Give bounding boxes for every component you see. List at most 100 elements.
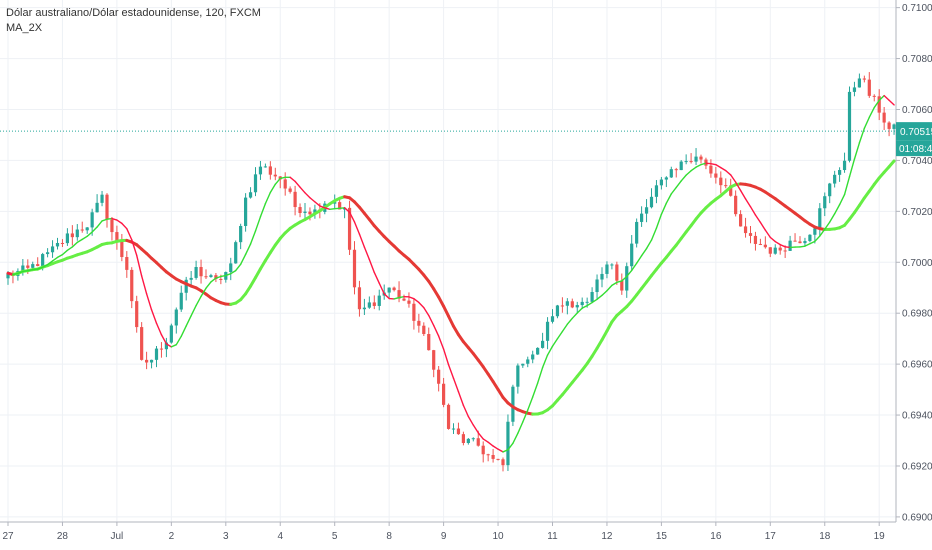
ma-fast-segment: [829, 213, 836, 223]
candle: [95, 194, 99, 213]
candle: [684, 154, 688, 165]
candle: [481, 441, 485, 463]
ma-fast-segment: [799, 245, 806, 248]
ma-fast-segment: [244, 243, 252, 256]
candle-body: [273, 174, 277, 177]
ma-slow-segment: [249, 276, 257, 288]
ma-fast-segment: [858, 127, 866, 144]
candle: [239, 223, 243, 250]
candle: [85, 227, 89, 234]
candle: [882, 107, 886, 131]
candle: [125, 251, 129, 278]
candle: [135, 295, 139, 333]
candle: [244, 193, 248, 232]
ma-fast-segment: [175, 335, 182, 346]
candle-body: [734, 195, 738, 215]
ma-slow-segment: [432, 287, 441, 299]
candle: [288, 186, 292, 194]
candle: [31, 261, 35, 270]
candle-body: [174, 309, 178, 326]
candle-body: [833, 174, 837, 184]
candle: [446, 403, 451, 430]
ma-fast-segment: [51, 256, 59, 262]
candle-body: [892, 124, 896, 129]
ma-fast-segment: [596, 294, 603, 301]
candle-body: [313, 209, 317, 215]
ma-fast-segment: [730, 174, 737, 183]
candle: [199, 259, 203, 284]
candle-body: [838, 170, 842, 175]
ma-fast-segment: [12, 272, 19, 276]
time-tick-label: Jul: [111, 531, 124, 542]
indicator-label[interactable]: MA_2X: [6, 22, 43, 34]
candle: [422, 322, 426, 336]
candle-body: [248, 192, 253, 198]
candle-body: [50, 246, 55, 253]
candle: [506, 414, 510, 471]
candle-body: [46, 252, 50, 255]
ma-fast-segment: [225, 273, 232, 277]
ma-fast-segment: [467, 415, 474, 426]
ma-fast-segment: [779, 243, 786, 248]
time-tick-label: 3: [223, 531, 229, 542]
candle: [149, 359, 154, 369]
ma-fast-segment: [254, 216, 262, 232]
ma-fast-segment: [566, 317, 573, 325]
candle-body: [229, 263, 233, 273]
candle: [174, 307, 178, 334]
ma-fast-segment: [804, 243, 811, 247]
ma-fast-segment: [739, 189, 747, 200]
candle: [80, 221, 84, 233]
ma-fast-segment: [660, 202, 668, 215]
candle-body: [140, 327, 144, 360]
symbol-title[interactable]: Dólar australiano/Dólar estadounidense, …: [6, 7, 261, 19]
ma-fast-segment: [348, 211, 356, 223]
candle: [862, 75, 866, 83]
time-tick-label: 5: [332, 531, 338, 542]
candle: [159, 342, 164, 358]
candle-body: [397, 290, 401, 299]
candle: [372, 295, 376, 310]
candle-body: [793, 240, 797, 242]
ma-fast-segment: [91, 226, 98, 233]
candle: [357, 280, 362, 317]
ma-fast-segment: [645, 239, 653, 250]
candle-body: [41, 254, 45, 267]
ma-fast-segment: [205, 281, 212, 289]
candle-body: [105, 194, 109, 220]
ma-fast-segment: [433, 324, 440, 337]
candle: [273, 167, 277, 181]
candle: [115, 225, 119, 250]
ma-fast-segment: [833, 203, 841, 215]
ma-fast-segment: [170, 343, 178, 348]
ma-fast-segment: [27, 268, 34, 272]
ma-fast-segment: [457, 391, 465, 407]
candle: [748, 225, 753, 244]
candle: [536, 347, 540, 355]
candle-body: [432, 350, 436, 370]
candle-body: [541, 340, 545, 348]
ma-fast-segment: [482, 438, 489, 443]
ma-fast-segment: [527, 396, 534, 411]
ma-slow-segment: [258, 259, 267, 271]
candle-body: [189, 277, 193, 280]
candle: [531, 350, 535, 364]
candle: [442, 377, 446, 408]
candle-body: [362, 307, 366, 310]
ma-fast-segment: [517, 421, 524, 435]
ma-fast-segment: [635, 254, 643, 264]
candle-body: [847, 91, 852, 161]
candle-body: [461, 434, 465, 444]
candle: [194, 260, 198, 280]
candle: [828, 182, 832, 204]
candle: [709, 159, 713, 178]
ma-fast-segment: [655, 213, 663, 229]
candle: [555, 304, 560, 319]
time-axis[interactable]: 27 28 Jul 2 3 4 5 8 9 10 11 12 15 16 17 18 19: [0, 521, 932, 550]
candle-body: [813, 228, 817, 235]
